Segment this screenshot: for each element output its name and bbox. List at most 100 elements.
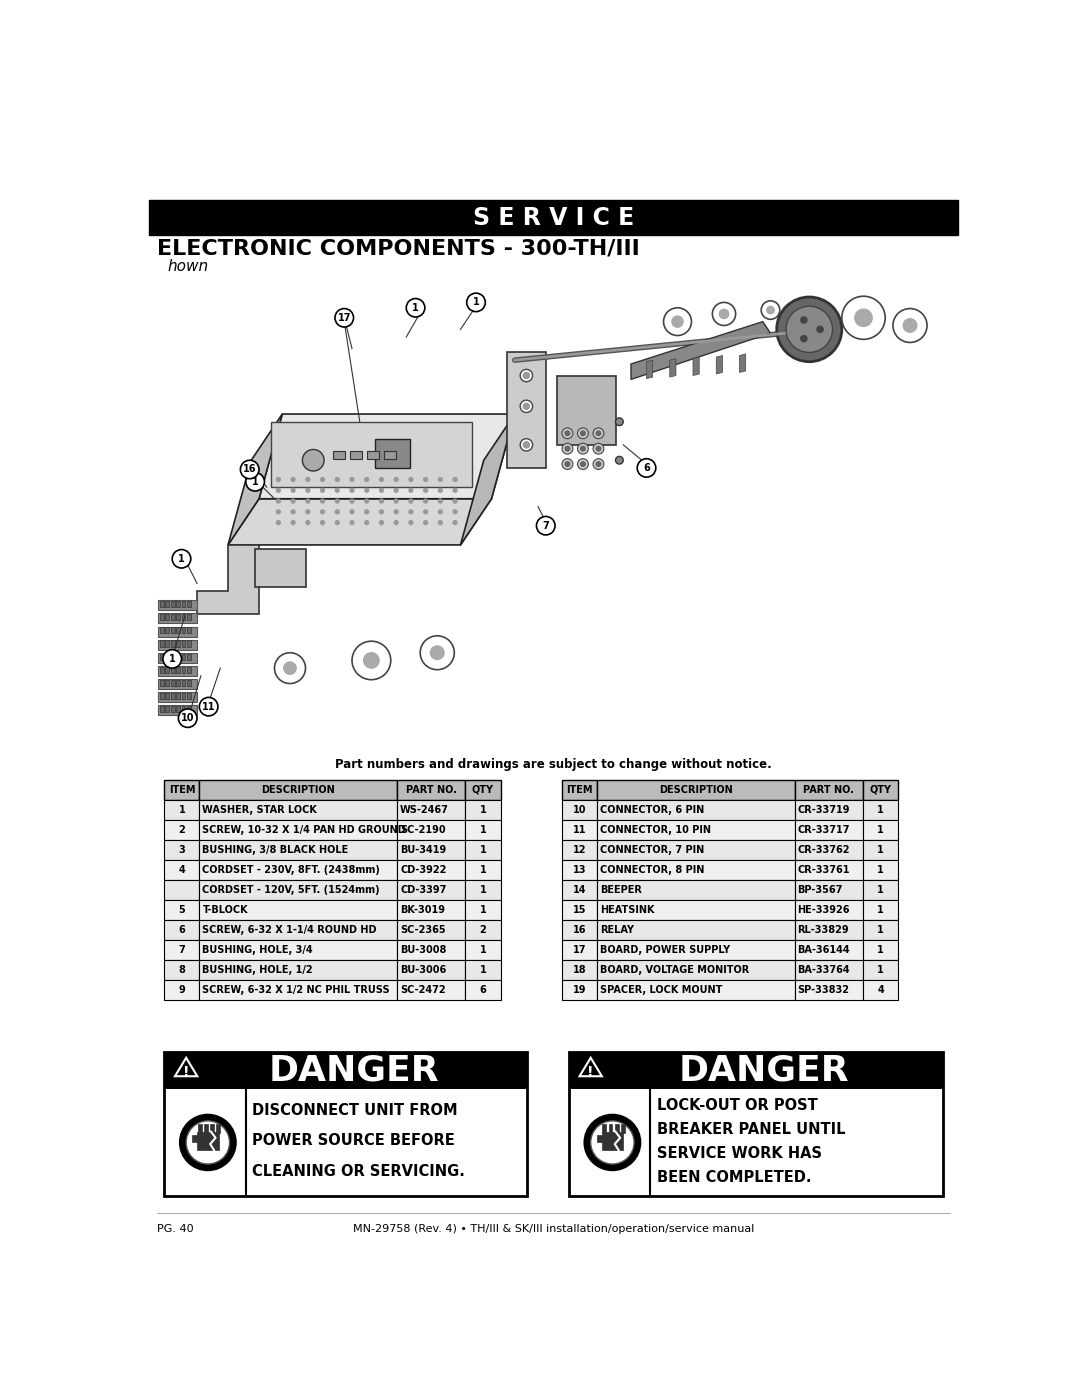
- Bar: [200, 960, 397, 979]
- Bar: [216, 1125, 220, 1133]
- Text: PG. 40: PG. 40: [157, 1224, 193, 1234]
- Text: 13: 13: [572, 865, 586, 875]
- Polygon shape: [197, 545, 259, 615]
- Bar: [165, 627, 170, 633]
- Text: 8: 8: [178, 965, 186, 975]
- Bar: [159, 652, 197, 662]
- Bar: [397, 979, 465, 1000]
- Bar: [176, 666, 180, 673]
- Circle shape: [365, 499, 368, 503]
- Text: 1: 1: [877, 884, 883, 895]
- Bar: [465, 960, 501, 979]
- Text: 1: 1: [480, 884, 486, 895]
- Circle shape: [537, 517, 555, 535]
- Circle shape: [394, 499, 399, 503]
- Bar: [562, 840, 597, 861]
- Text: ELECTRONIC COMPONENTS - 300-TH/III: ELECTRONIC COMPONENTS - 300-TH/III: [157, 239, 639, 258]
- Text: DESCRIPTION: DESCRIPTION: [659, 785, 732, 795]
- Text: 6: 6: [643, 462, 650, 474]
- Circle shape: [565, 432, 570, 436]
- Text: CONNECTOR, 7 PIN: CONNECTOR, 7 PIN: [600, 845, 704, 855]
- Polygon shape: [693, 358, 699, 376]
- Circle shape: [276, 510, 281, 514]
- Bar: [181, 601, 186, 608]
- Circle shape: [292, 489, 295, 492]
- Circle shape: [350, 499, 354, 503]
- Text: QTY: QTY: [869, 785, 892, 795]
- Circle shape: [578, 458, 589, 469]
- Circle shape: [276, 499, 281, 503]
- Bar: [465, 940, 501, 960]
- Text: BU-3419: BU-3419: [400, 845, 446, 855]
- Text: hown: hown: [167, 258, 208, 274]
- Text: T-BLOCK: T-BLOCK: [202, 905, 248, 915]
- Circle shape: [172, 549, 191, 569]
- Text: BOARD, VOLTAGE MONITOR: BOARD, VOLTAGE MONITOR: [600, 965, 750, 975]
- Circle shape: [302, 450, 324, 471]
- Circle shape: [335, 499, 339, 503]
- Bar: [271, 422, 472, 488]
- Circle shape: [186, 1120, 230, 1164]
- Bar: [367, 451, 379, 458]
- Text: 7: 7: [542, 521, 549, 531]
- Bar: [181, 705, 186, 712]
- Circle shape: [593, 458, 604, 469]
- Bar: [863, 940, 899, 960]
- Bar: [597, 840, 795, 861]
- Text: DANGER: DANGER: [678, 1053, 849, 1087]
- Bar: [562, 979, 597, 1000]
- Circle shape: [454, 489, 457, 492]
- Circle shape: [596, 432, 600, 436]
- Bar: [181, 680, 186, 686]
- Bar: [562, 800, 597, 820]
- Circle shape: [423, 510, 428, 514]
- Bar: [795, 940, 863, 960]
- Text: 16: 16: [572, 925, 586, 935]
- Text: SERVICE WORK HAS: SERVICE WORK HAS: [657, 1146, 822, 1161]
- Bar: [397, 861, 465, 880]
- Polygon shape: [259, 414, 515, 499]
- Circle shape: [593, 443, 604, 454]
- Circle shape: [335, 510, 339, 514]
- Circle shape: [578, 443, 589, 454]
- Bar: [204, 1125, 207, 1133]
- Polygon shape: [716, 355, 723, 374]
- Text: MN-29758 (Rev. 4) • TH/III & SK/III installation/operation/service manual: MN-29758 (Rev. 4) • TH/III & SK/III inst…: [353, 1224, 754, 1234]
- Bar: [165, 654, 170, 659]
- Text: 6: 6: [178, 925, 186, 935]
- Bar: [164, 1052, 527, 1088]
- Bar: [597, 880, 795, 900]
- Circle shape: [596, 447, 600, 451]
- Bar: [465, 861, 501, 880]
- Bar: [863, 780, 899, 800]
- Circle shape: [394, 521, 399, 524]
- Polygon shape: [507, 352, 545, 468]
- Text: SC-2190: SC-2190: [400, 824, 446, 835]
- Text: 3: 3: [178, 845, 186, 855]
- Text: 2: 2: [178, 824, 186, 835]
- Bar: [597, 820, 795, 840]
- Text: SPACER, LOCK MOUNT: SPACER, LOCK MOUNT: [600, 985, 723, 995]
- Bar: [164, 861, 200, 880]
- Circle shape: [454, 478, 457, 482]
- Text: ITEM: ITEM: [566, 785, 593, 795]
- Bar: [200, 840, 397, 861]
- Bar: [187, 705, 191, 712]
- Bar: [159, 627, 197, 637]
- Bar: [171, 615, 175, 620]
- Bar: [562, 780, 597, 800]
- Circle shape: [321, 489, 324, 492]
- Circle shape: [800, 317, 807, 323]
- Text: 15: 15: [572, 905, 586, 915]
- Bar: [200, 861, 397, 880]
- Bar: [465, 880, 501, 900]
- Polygon shape: [631, 321, 770, 380]
- Bar: [562, 900, 597, 921]
- Text: Part numbers and drawings are subject to change without notice.: Part numbers and drawings are subject to…: [335, 759, 772, 771]
- Bar: [187, 615, 191, 620]
- Bar: [465, 820, 501, 840]
- Circle shape: [379, 489, 383, 492]
- Text: CR-33761: CR-33761: [798, 865, 850, 875]
- Text: 1: 1: [480, 944, 486, 956]
- Text: HE-33926: HE-33926: [798, 905, 850, 915]
